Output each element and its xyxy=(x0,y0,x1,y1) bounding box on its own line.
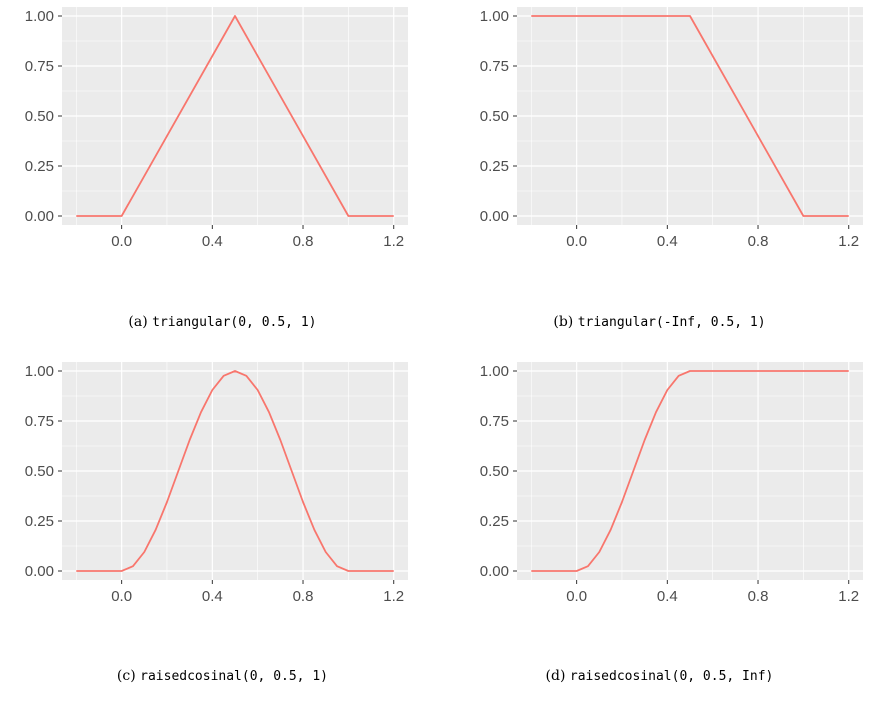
caption-label-d: (d) xyxy=(545,668,566,684)
chart-svg-b: 0.0 0.4 0.8 1.2 0.00 0.25 0.50 0.75 1.00 xyxy=(480,7,863,250)
y-tick-label-a: 0.50 xyxy=(25,108,54,125)
caption-c: (c) raisedcosinal(0, 0.5, 1) xyxy=(0,652,436,684)
y-tick-label-a: 0.00 xyxy=(25,208,54,225)
x-tick-label-b: 1.2 xyxy=(838,233,859,250)
series-line-a xyxy=(76,15,394,217)
y-tick-label-a: 0.75 xyxy=(25,58,54,75)
x-tick-label-d: 0.4 xyxy=(657,588,678,605)
chart-svg-d: 0.0 0.4 0.8 1.2 0.00 0.25 0.50 0.75 1.00 xyxy=(480,362,863,605)
caption-code-b: triangular(-Inf, 0.5, 1) xyxy=(577,315,766,330)
x-tick-label-c: 0.4 xyxy=(202,588,223,605)
y-tick-label-d: 0.50 xyxy=(480,463,509,480)
x-tick-label-a: 1.2 xyxy=(383,233,404,250)
x-tick-label-d: 0.8 xyxy=(748,588,769,605)
y-tick-label-c: 1.00 xyxy=(25,363,54,380)
chart-panel-d: 0.0 0.4 0.8 1.2 0.00 0.25 0.50 0.75 1.00 xyxy=(455,355,873,605)
series-line-b xyxy=(531,15,849,217)
caption-label-b: (b) xyxy=(553,314,574,330)
y-tick-label-b: 0.00 xyxy=(480,208,509,225)
series-line-c xyxy=(76,370,394,572)
y-tick-label-c: 0.25 xyxy=(25,513,54,530)
x-tick-label-c: 1.2 xyxy=(383,588,404,605)
chart-svg-c: 0.0 0.4 0.8 1.2 0.00 0.25 0.50 0.75 1.00 xyxy=(25,362,408,605)
x-tick-label-b: 0.0 xyxy=(566,233,587,250)
series-line-d xyxy=(531,370,849,572)
caption-code-a: triangular(0, 0.5, 1) xyxy=(152,315,317,330)
y-tick-label-b: 0.25 xyxy=(480,158,509,175)
caption-label-c: (c) xyxy=(116,668,136,684)
y-tick-label-c: 0.00 xyxy=(25,563,54,580)
x-tick-label-b: 0.4 xyxy=(657,233,678,250)
chart-panel-a: 0.0 0.4 0.8 1.2 0.00 0.25 0.50 0.75 1.00 xyxy=(0,0,436,250)
y-tick-label-b: 1.00 xyxy=(480,8,509,25)
x-tick-label-c: 0.8 xyxy=(293,588,314,605)
y-tick-label-b: 0.75 xyxy=(480,58,509,75)
chart-panel-b: 0.0 0.4 0.8 1.2 0.00 0.25 0.50 0.75 1.00 xyxy=(455,0,873,250)
y-tick-label-d: 0.25 xyxy=(480,513,509,530)
y-tick-label-a: 1.00 xyxy=(25,8,54,25)
caption-label-a: (a) xyxy=(128,314,148,330)
y-tick-label-a: 0.25 xyxy=(25,158,54,175)
y-tick-label-c: 0.75 xyxy=(25,413,54,430)
caption-b: (b) triangular(-Inf, 0.5, 1) xyxy=(437,298,873,330)
y-tick-label-c: 0.50 xyxy=(25,463,54,480)
caption-code-c: raisedcosinal(0, 0.5, 1) xyxy=(140,669,328,684)
y-tick-label-d: 0.00 xyxy=(480,563,509,580)
x-tick-label-d: 0.0 xyxy=(566,588,587,605)
x-tick-label-c: 0.0 xyxy=(111,588,132,605)
y-tick-label-d: 1.00 xyxy=(480,363,509,380)
caption-code-d: raisedcosinal(0, 0.5, Inf) xyxy=(569,669,774,684)
caption-d: (d) raisedcosinal(0, 0.5, Inf) xyxy=(437,652,873,684)
x-tick-label-d: 1.2 xyxy=(838,588,859,605)
x-tick-label-a: 0.8 xyxy=(293,233,314,250)
y-tick-label-d: 0.75 xyxy=(480,413,509,430)
chart-svg-a: 0.0 0.4 0.8 1.2 0.00 0.25 0.50 0.75 1.00 xyxy=(25,7,408,250)
chart-panel-c: 0.0 0.4 0.8 1.2 0.00 0.25 0.50 0.75 1.00 xyxy=(0,355,436,605)
x-tick-label-a: 0.4 xyxy=(202,233,223,250)
x-tick-label-b: 0.8 xyxy=(748,233,769,250)
caption-a: (a) triangular(0, 0.5, 1) xyxy=(0,298,436,330)
y-tick-label-b: 0.50 xyxy=(480,108,509,125)
x-tick-label-a: 0.0 xyxy=(111,233,132,250)
